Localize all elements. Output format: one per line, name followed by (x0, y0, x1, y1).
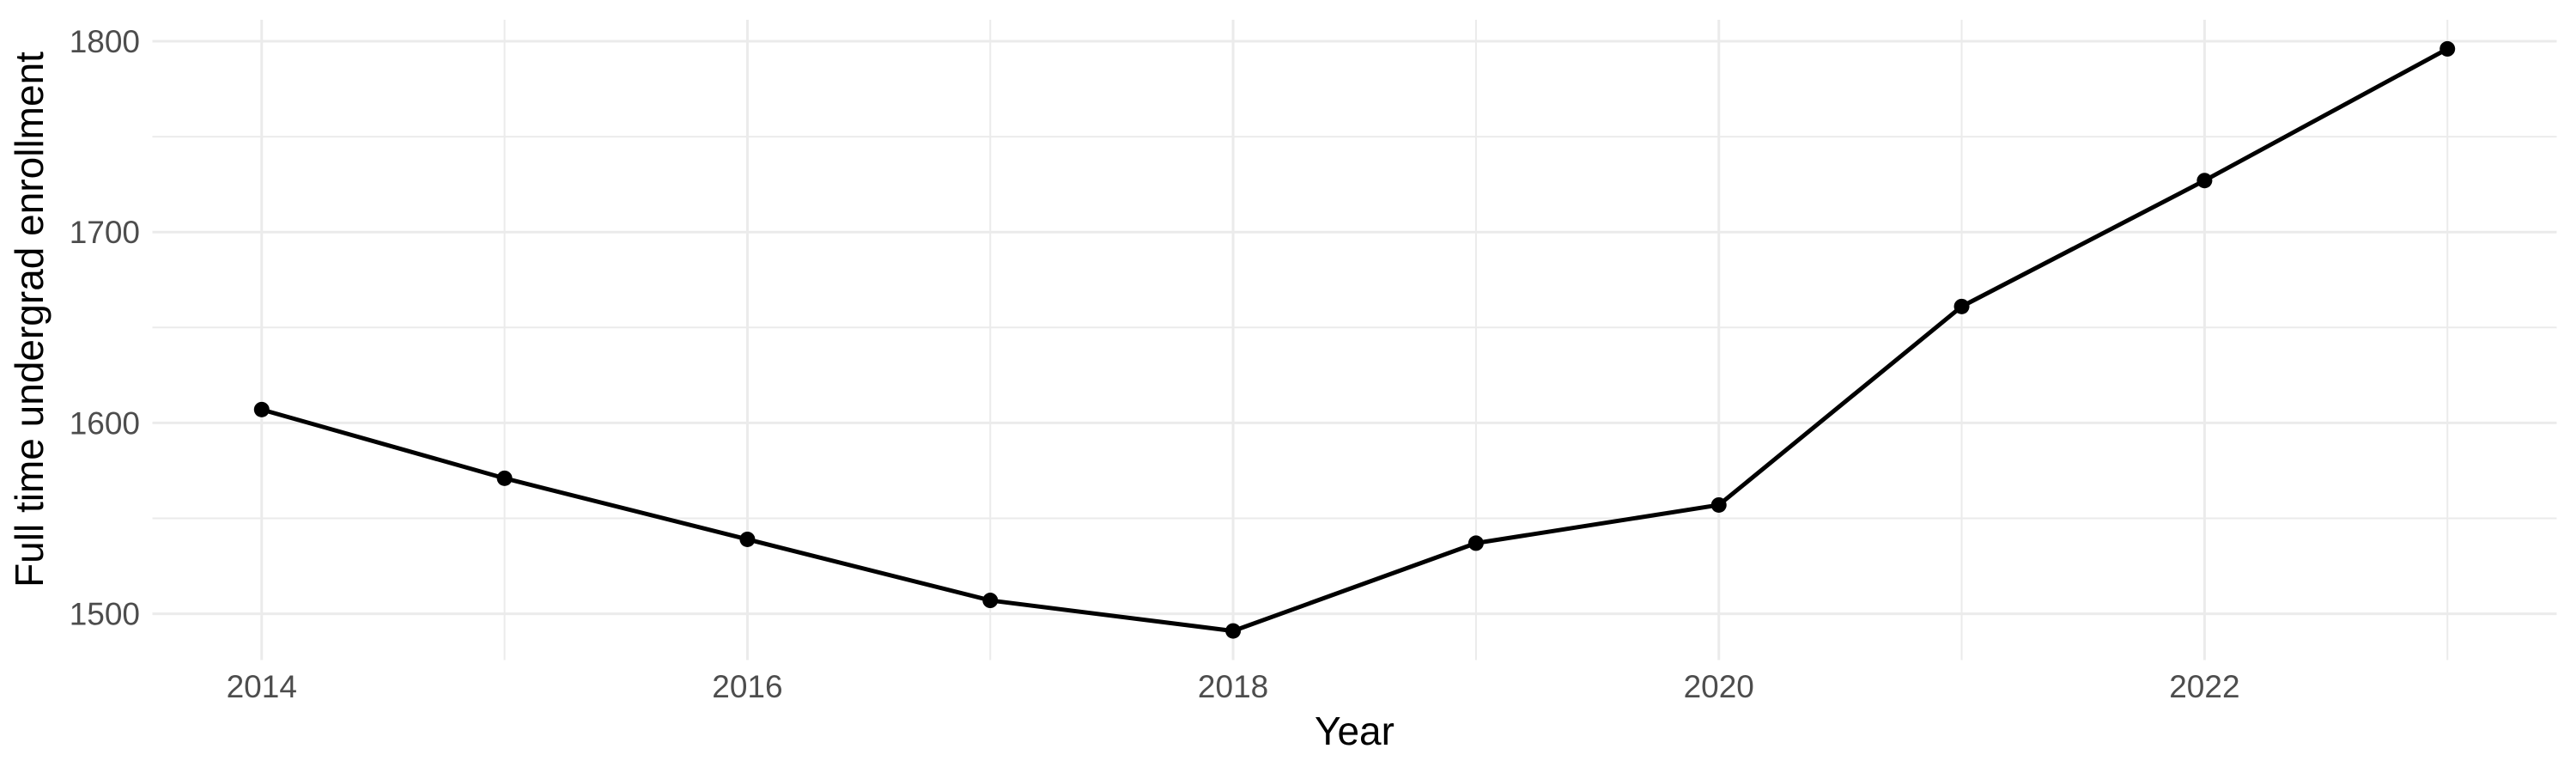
data-point (2439, 40, 2456, 57)
enrollment-series (253, 40, 2456, 639)
y-tick-label: 1800 (70, 24, 140, 59)
y-tick-label: 1700 (70, 215, 140, 250)
x-tick-label: 2018 (1198, 669, 1268, 704)
minor-gridlines (152, 20, 2557, 660)
x-tick-label: 2022 (2169, 669, 2239, 704)
data-point (1467, 535, 1484, 551)
data-point (982, 593, 999, 609)
y-axis-tick-labels: 1500 1600 1700 1800 (70, 24, 140, 632)
data-point (1225, 623, 1242, 639)
data-point (739, 531, 756, 547)
x-axis-title: Year (1315, 709, 1394, 753)
data-point (2196, 173, 2213, 189)
x-tick-label: 2020 (1684, 669, 1754, 704)
y-tick-label: 1500 (70, 597, 140, 632)
x-tick-label: 2014 (227, 669, 297, 704)
data-point (253, 401, 270, 417)
y-tick-label: 1600 (70, 405, 140, 441)
major-gridlines (152, 20, 2557, 660)
x-tick-label: 2016 (712, 669, 782, 704)
data-point (1953, 298, 1970, 314)
data-point (496, 470, 513, 486)
y-axis-title: Full time undergrad enrollment (7, 52, 52, 587)
enrollment-line (261, 46, 2449, 634)
data-point (1710, 496, 1727, 513)
x-axis-tick-labels: 2014 2016 2018 2020 2022 (227, 669, 2240, 704)
